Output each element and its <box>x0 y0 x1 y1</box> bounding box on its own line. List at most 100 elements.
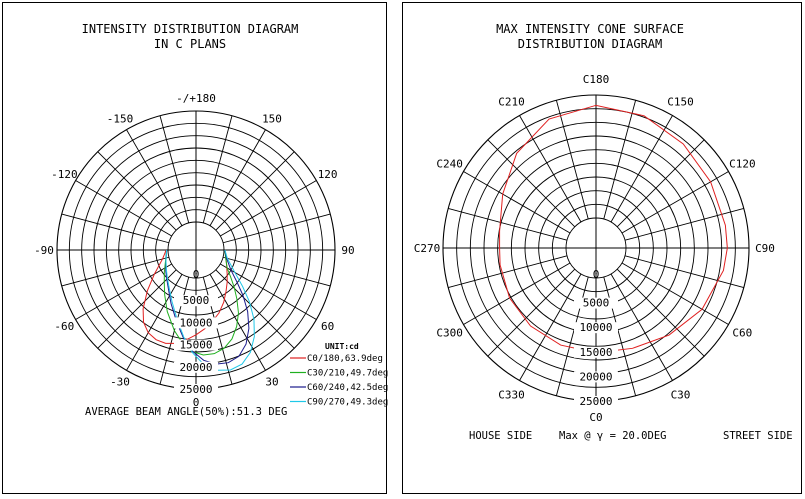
grid-spoke <box>222 256 331 287</box>
grid-spoke <box>159 115 190 224</box>
angle-label: C120 <box>729 158 756 171</box>
angle-label: -60 <box>54 320 74 333</box>
chart-title-line-2: IN C PLANS <box>154 37 226 51</box>
angle-label: 60 <box>321 320 334 333</box>
angle-label: C270 <box>414 242 441 255</box>
grid-spoke <box>126 274 183 371</box>
legend: C0/180,63.9deg C30/210,49.7deg C60/240,42.… <box>290 354 388 408</box>
angle-label: -150 <box>107 112 134 125</box>
angle-label: C30 <box>671 388 691 401</box>
legend-entry-0: C0/180,63.9deg <box>307 354 383 364</box>
angle-label: C180 <box>583 73 610 86</box>
grid-spoke <box>202 115 233 224</box>
grid-spoke <box>215 269 295 349</box>
grid-spoke <box>621 262 729 325</box>
grid-spoke <box>555 100 589 220</box>
angle-label: C210 <box>498 96 525 109</box>
legend-entry-2: C60/240,42.5deg <box>307 383 388 393</box>
labels-layer: -/+180 -150 150 -120 120 -90 90 -60 60 -30 30 0 0 500… <box>34 92 355 409</box>
grid-spoke <box>610 115 673 223</box>
angle-label: -/+180 <box>176 92 216 105</box>
grid-spoke <box>448 207 568 241</box>
grid-spoke <box>61 256 170 287</box>
grid-spoke <box>75 263 172 320</box>
polar-grid <box>442 94 750 402</box>
grid-spoke <box>209 129 266 226</box>
chart-title-line-1: MAX INTENSITY CONE SURFACE <box>496 22 684 36</box>
cone-surface-panel: MAX INTENSITY CONE SURFACE DISTRIBUTION … <box>402 2 802 494</box>
house-side-label: HOUSE SIDE <box>469 430 532 442</box>
grid-spoke <box>624 255 744 289</box>
grid-spoke <box>220 180 317 237</box>
angle-label: C300 <box>436 327 463 340</box>
cone-surface-chart: MAX INTENSITY CONE SURFACE DISTRIBUTION … <box>414 22 793 442</box>
grid-spoke <box>75 180 172 237</box>
radial-label: 25000 <box>179 383 212 396</box>
grid-spoke <box>463 171 571 234</box>
angle-label: C240 <box>436 158 463 171</box>
grid-spoke <box>222 213 331 244</box>
radial-label: 0 <box>593 268 600 281</box>
radial-label-bg <box>174 361 218 373</box>
intensity-distribution-chart: INTENSITY DISTRIBUTION DIAGRAM IN C PLAN… <box>34 22 388 418</box>
radial-label: 25000 <box>579 395 612 408</box>
radial-label: 15000 <box>179 339 212 352</box>
grid-spoke <box>555 276 589 396</box>
angle-label: -120 <box>51 168 78 181</box>
radial-label-bg <box>574 322 618 334</box>
grid-spoke <box>519 273 582 381</box>
grid-spoke <box>616 139 705 228</box>
radial-label-bg <box>174 295 218 307</box>
angle-label: 30 <box>265 376 278 389</box>
angle-label: 90 <box>341 244 354 257</box>
angle-label: C60 <box>732 327 752 340</box>
grid-spoke <box>215 151 295 231</box>
grid-spoke <box>610 273 673 381</box>
angle-label: C330 <box>498 388 525 401</box>
grid-spoke <box>220 263 317 320</box>
grid-spoke <box>603 276 637 396</box>
radial-label: 5000 <box>183 294 210 307</box>
grid-spoke <box>97 269 177 349</box>
radial-label-bg <box>574 297 618 309</box>
radial-label: 5000 <box>583 297 610 310</box>
grid-spoke <box>202 276 233 385</box>
radial-label-bg <box>574 371 618 383</box>
angle-label: C90 <box>755 242 775 255</box>
angle-label: -90 <box>34 244 54 257</box>
chart-title-line-1: INTENSITY DISTRIBUTION DIAGRAM <box>82 22 299 36</box>
polar-grid <box>56 110 336 390</box>
grid-spoke <box>621 171 729 234</box>
grid-spoke <box>603 100 637 220</box>
grid-spoke <box>126 129 183 226</box>
grid-spoke <box>519 115 582 223</box>
radial-label: 0 <box>193 268 200 281</box>
street-side-label: STREET SIDE <box>723 430 793 442</box>
grid-spoke <box>209 274 266 371</box>
radial-label: 15000 <box>579 346 612 359</box>
chart-title-line-2: DISTRIBUTION DIAGRAM <box>518 37 663 51</box>
series-curve-1 <box>163 249 239 356</box>
unit-label: UNIT:cd <box>325 342 359 351</box>
grid-spoke <box>463 262 571 325</box>
radial-label-bg <box>574 396 618 407</box>
radial-label: 10000 <box>579 321 612 334</box>
radial-label: 20000 <box>579 370 612 383</box>
angle-label: 0 <box>193 396 200 409</box>
beam-angle-footer: AVERAGE BEAM ANGLE(50%):51.3 DEG <box>85 406 287 418</box>
radial-label-bg <box>574 346 618 358</box>
radial-label: 20000 <box>179 361 212 374</box>
radial-label-bg <box>174 317 218 329</box>
series-curve-0 <box>499 104 728 354</box>
angle-label: C150 <box>667 96 694 109</box>
grid-spoke <box>97 151 177 231</box>
curves-layer <box>499 104 728 354</box>
angle-label: -30 <box>110 376 130 389</box>
grid-spoke <box>487 268 576 357</box>
grid-spoke <box>624 207 744 241</box>
legend-entry-3: C90/270,49.3deg <box>307 398 388 408</box>
series-curve-0 <box>142 249 228 344</box>
legend-entry-1: C30/210,49.7deg <box>307 369 388 379</box>
angle-label: 150 <box>262 112 282 125</box>
radial-label-bg <box>174 339 218 351</box>
